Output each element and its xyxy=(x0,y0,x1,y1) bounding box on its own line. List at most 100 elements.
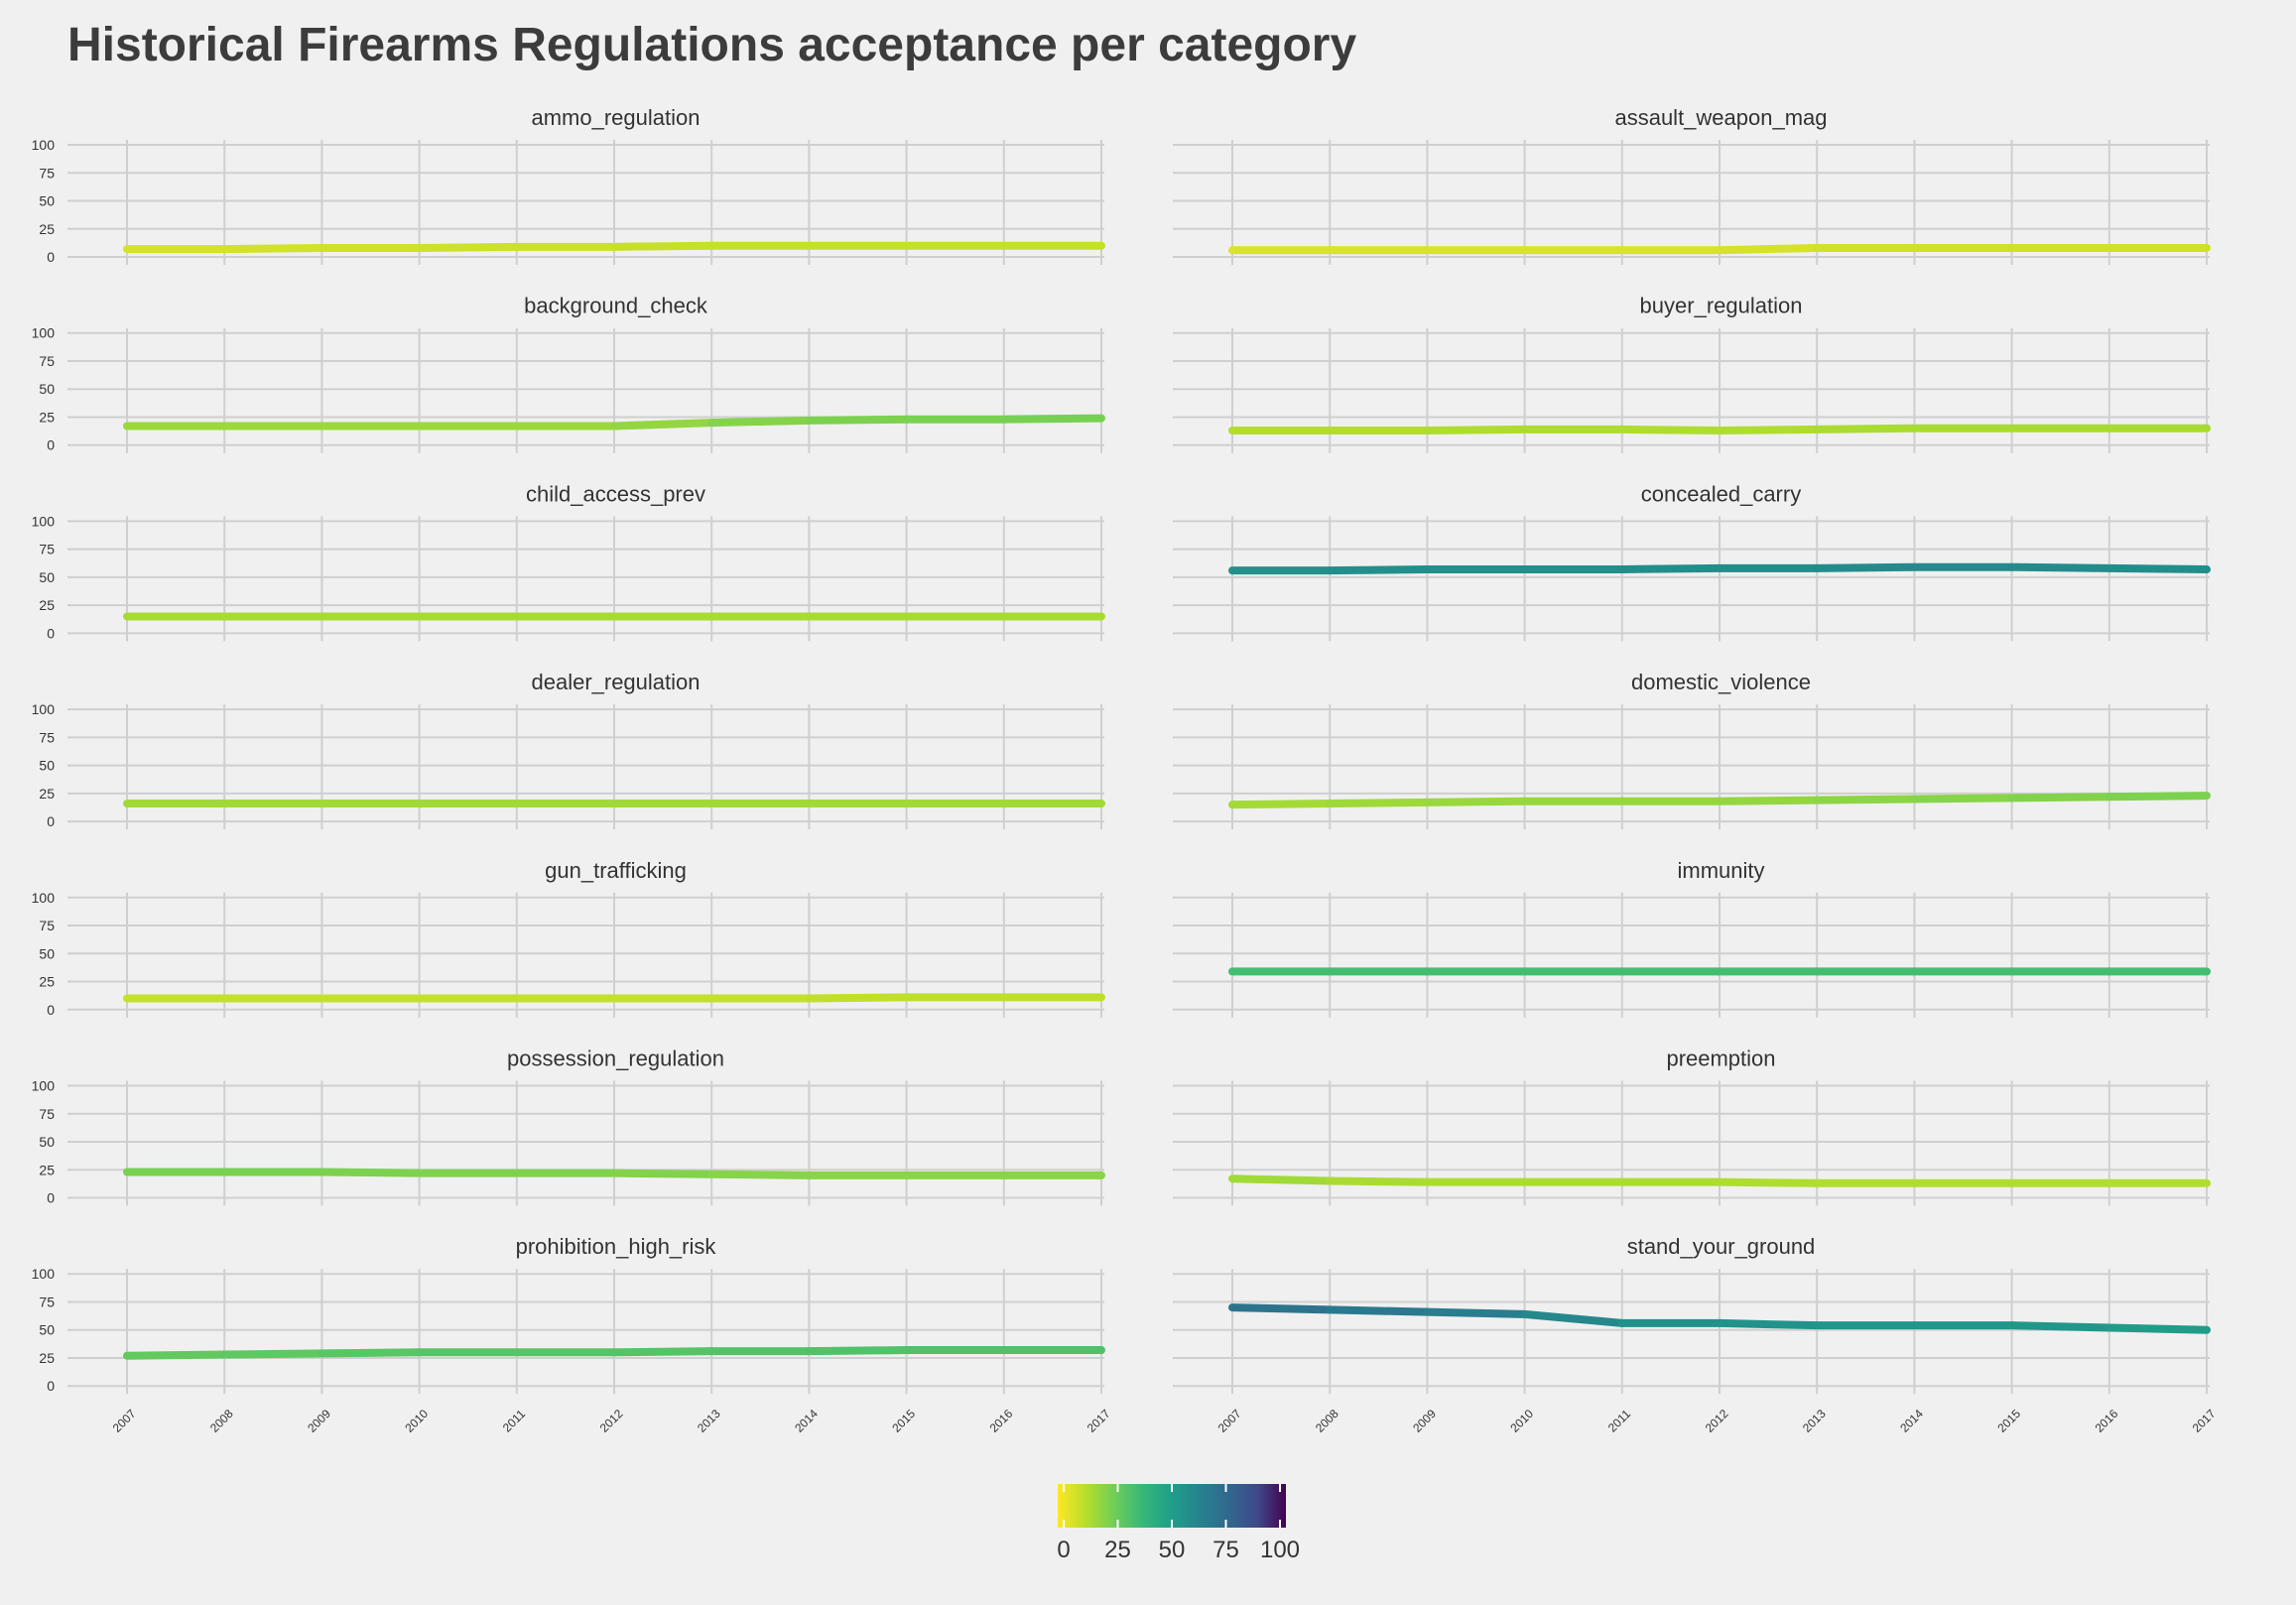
chart-title: Historical Firearms Regulations acceptan… xyxy=(67,19,1357,71)
y-tick-label: 0 xyxy=(47,1378,55,1394)
series-line-concealed_carry xyxy=(1813,562,1919,572)
panel-title-prohibition_high_risk: prohibition_high_risk xyxy=(516,1234,717,1259)
series-line-stand_your_ground xyxy=(1423,1307,1529,1318)
y-tick-label: 100 xyxy=(32,325,56,341)
y-tick-label: 25 xyxy=(39,1162,55,1177)
series-line-background_check xyxy=(805,415,911,425)
panel-title-stand_your_ground: stand_your_ground xyxy=(1627,1234,1816,1259)
y-tick-label: 100 xyxy=(32,1078,56,1094)
series-line-background_check xyxy=(999,414,1105,424)
x-tick-label: 2007 xyxy=(110,1407,139,1435)
series-line-background_check xyxy=(610,419,716,431)
x-tick-label: 2016 xyxy=(2093,1407,2121,1435)
series-line-prohibition_high_risk xyxy=(220,1349,326,1359)
y-tick-label: 100 xyxy=(32,701,56,717)
y-tick-label: 25 xyxy=(39,221,55,237)
y-tick-label: 25 xyxy=(39,597,55,613)
x-tick-label: 2008 xyxy=(1313,1407,1341,1435)
y-tick-label: 0 xyxy=(47,1002,55,1018)
colorbar-tick-label: 25 xyxy=(1104,1537,1131,1563)
series-line-preemption xyxy=(1228,1174,1335,1185)
y-tick-label: 75 xyxy=(39,918,55,933)
series-line-buyer_regulation xyxy=(1716,425,1822,435)
series-line-buyer_regulation xyxy=(1617,425,1723,435)
y-tick-label: 0 xyxy=(47,249,55,265)
y-tick-label: 100 xyxy=(32,513,56,529)
series-line-domestic_violence xyxy=(1813,795,1919,804)
panel-title-dealer_regulation: dealer_regulation xyxy=(531,670,700,694)
series-line-assault_weapon_mag xyxy=(1716,243,1822,255)
series-line-concealed_carry xyxy=(1326,564,1432,575)
y-tick-label: 25 xyxy=(39,974,55,990)
series-line-ammo_regulation xyxy=(610,241,716,251)
series-line-domestic_violence xyxy=(1716,796,1822,805)
series-line-ammo_regulation xyxy=(415,242,521,252)
x-tick-label: 2013 xyxy=(1800,1407,1829,1435)
colorbar-tick-label: 50 xyxy=(1159,1537,1186,1563)
panel-title-gun_trafficking: gun_trafficking xyxy=(545,858,687,883)
y-tick-label: 25 xyxy=(39,1350,55,1366)
y-tick-label: 50 xyxy=(39,758,55,774)
series-line-stand_your_ground xyxy=(1520,1309,1626,1327)
series-line-concealed_carry xyxy=(2105,563,2211,573)
panel-title-background_check: background_check xyxy=(524,294,708,318)
series-line-prohibition_high_risk xyxy=(123,1350,229,1360)
y-tick-label: 50 xyxy=(39,193,55,209)
x-tick-label: 2015 xyxy=(889,1407,918,1435)
y-tick-label: 50 xyxy=(39,1322,55,1338)
y-tick-label: 75 xyxy=(39,1294,55,1309)
panel-title-assault_weapon_mag: assault_weapon_mag xyxy=(1614,105,1827,130)
x-tick-label: 2017 xyxy=(1084,1407,1113,1435)
y-tick-label: 100 xyxy=(32,1266,56,1282)
x-tick-label: 2009 xyxy=(305,1407,333,1435)
series-line-prohibition_high_risk xyxy=(318,1348,424,1358)
x-tick-label: 2013 xyxy=(695,1407,723,1435)
x-tick-label: 2014 xyxy=(1897,1407,1926,1435)
panel-title-immunity: immunity xyxy=(1677,858,1764,883)
panel-title-ammo_regulation: ammo_regulation xyxy=(532,105,701,130)
colorbar-tick-label: 0 xyxy=(1057,1537,1070,1563)
x-tick-label: 2011 xyxy=(1605,1407,1633,1434)
y-tick-label: 0 xyxy=(47,437,55,453)
y-tick-label: 50 xyxy=(39,945,55,961)
series-line-prohibition_high_risk xyxy=(610,1347,716,1357)
y-tick-label: 75 xyxy=(39,165,55,181)
colorbar-tick-label: 75 xyxy=(1212,1537,1239,1563)
x-tick-label: 2012 xyxy=(597,1407,626,1435)
y-tick-label: 50 xyxy=(39,569,55,585)
series-line-stand_your_ground xyxy=(2007,1321,2113,1332)
x-tick-label: 2009 xyxy=(1410,1407,1439,1435)
colorbar-tick-label: 100 xyxy=(1260,1537,1300,1563)
y-tick-label: 25 xyxy=(39,409,55,425)
series-line-stand_your_ground xyxy=(1716,1318,1822,1330)
series-line-preemption xyxy=(1716,1177,1822,1187)
series-line-domestic_violence xyxy=(2007,793,2113,802)
y-tick-label: 0 xyxy=(47,625,55,641)
y-tick-label: 100 xyxy=(32,137,56,153)
y-tick-label: 25 xyxy=(39,786,55,802)
series-line-buyer_regulation xyxy=(1813,424,1919,433)
x-tick-label: 2007 xyxy=(1215,1407,1244,1435)
panel-title-preemption: preemption xyxy=(1666,1047,1775,1071)
series-line-prohibition_high_risk xyxy=(805,1346,911,1356)
x-tick-label: 2015 xyxy=(1994,1407,2023,1435)
y-tick-label: 75 xyxy=(39,542,55,557)
y-tick-label: 0 xyxy=(47,1190,55,1206)
series-line-stand_your_ground xyxy=(2105,1323,2211,1334)
x-tick-label: 2012 xyxy=(1703,1407,1731,1435)
series-line-domestic_violence xyxy=(1910,794,2016,803)
series-line-stand_your_ground xyxy=(1326,1305,1432,1316)
y-tick-label: 0 xyxy=(47,813,55,829)
series-line-possession_regulation xyxy=(610,1169,716,1178)
x-tick-label: 2017 xyxy=(2190,1407,2219,1435)
x-tick-label: 2008 xyxy=(207,1407,236,1435)
x-tick-label: 2010 xyxy=(402,1407,431,1435)
series-line-domestic_violence xyxy=(1228,800,1335,809)
panel-title-child_access_prev: child_access_prev xyxy=(526,481,705,506)
y-tick-label: 50 xyxy=(39,1134,55,1150)
x-tick-label: 2011 xyxy=(500,1407,528,1434)
panel-title-concealed_carry: concealed_carry xyxy=(1641,481,1801,506)
x-tick-label: 2014 xyxy=(792,1407,821,1435)
series-line-concealed_carry xyxy=(2007,562,2113,572)
